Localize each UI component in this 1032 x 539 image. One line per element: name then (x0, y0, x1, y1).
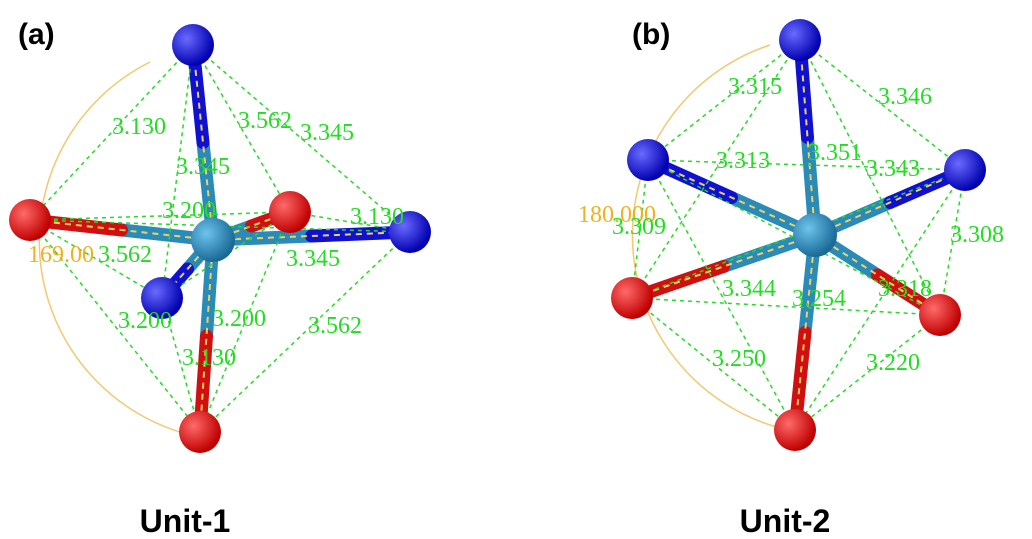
distance-label: 3.200 (118, 308, 172, 334)
center-atom (191, 218, 235, 262)
distance-label: 3.200 (212, 306, 266, 332)
distance-label: 3.343 (866, 156, 920, 182)
atom (774, 409, 816, 451)
atom (172, 24, 214, 66)
distance-label: 3.351 (808, 140, 862, 166)
panel-label: (b) (632, 18, 670, 51)
distance-label: 3.318 (878, 276, 932, 302)
distance-label: 3.345 (176, 154, 230, 180)
distance-label: 3.309 (612, 214, 666, 240)
distance-label: 3.313 (716, 148, 770, 174)
distance-label: 3.346 (878, 84, 932, 110)
center-atom (793, 213, 837, 257)
distance-label: 3.308 (950, 222, 1004, 248)
atom (944, 149, 986, 191)
atom (611, 277, 653, 319)
angle-label: 169.00 (28, 242, 94, 268)
atom (269, 191, 311, 233)
distance-label: 3.562 (98, 242, 152, 268)
distance-label: 3.200 (162, 198, 216, 224)
distance-label: 3.562 (308, 313, 362, 339)
figure: (a) (b) Unit-1 Unit-2 169.00 3.130 3.562… (0, 0, 1032, 539)
distance-label: 3.220 (866, 350, 920, 376)
atom (779, 19, 821, 61)
distance-label: 3.254 (792, 286, 846, 312)
atom (627, 139, 669, 181)
distance-label: 3.130 (350, 204, 404, 230)
atom (9, 199, 51, 241)
distance-label: 3.315 (728, 74, 782, 100)
distance-label: 3.562 (238, 108, 292, 134)
distance-label: 3.130 (112, 114, 166, 140)
distance-label: 3.130 (182, 345, 236, 371)
distance-label: 3.344 (722, 276, 776, 302)
distance-line (648, 40, 800, 160)
atom (179, 411, 221, 453)
distance-label: 3.345 (300, 120, 354, 146)
panel-label: (a) (18, 18, 55, 51)
caption: Unit-2 (740, 503, 831, 539)
distance-label: 3.250 (712, 346, 766, 372)
distance-label: 3.345 (286, 246, 340, 272)
caption: Unit-1 (140, 503, 231, 539)
